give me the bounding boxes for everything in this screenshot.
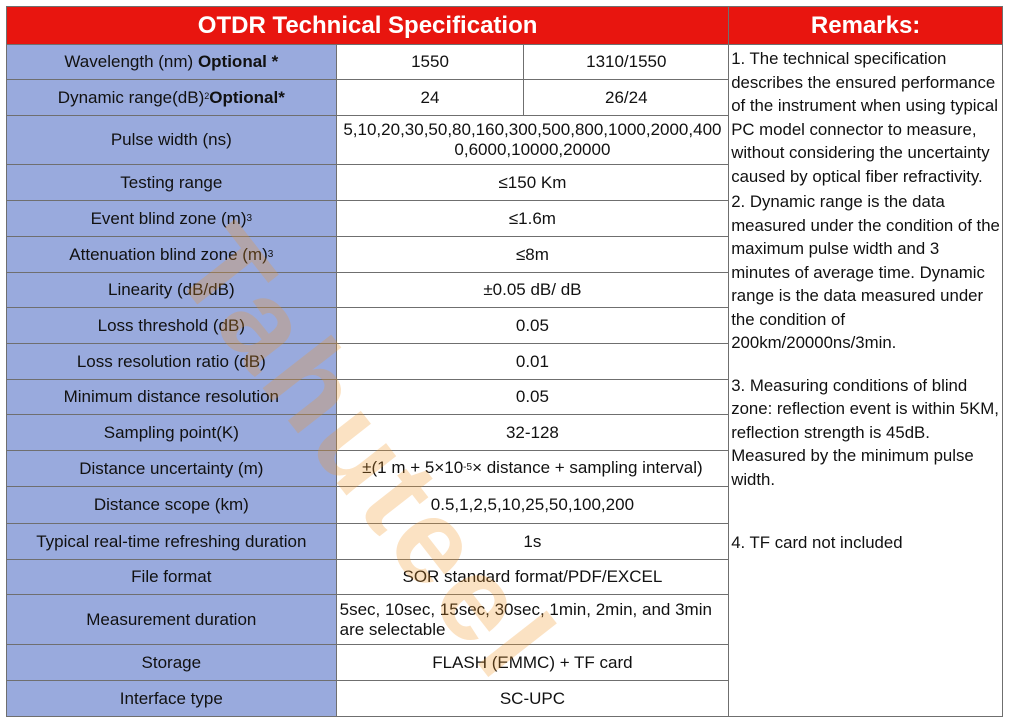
row-label: File format (6, 559, 337, 595)
table-row: Storage FLASH (EMMC) + TF card (6, 644, 1003, 681)
table-row: Measurement duration 5sec, 10sec, 15sec,… (6, 594, 1003, 645)
row-label: Wavelength (nm) Optional * (6, 44, 337, 80)
spec-sheet: OTDR Technical Specification Remarks: Wa… (5, 6, 1003, 719)
remark-item: 4. TF card not included (731, 533, 903, 552)
row-label: Interface type (6, 680, 337, 717)
row-value: 1550 (335, 44, 525, 80)
row-label: Minimum distance resolution (6, 379, 337, 415)
remark-item: 1. The technical specification describes… (731, 49, 998, 186)
row-value: 0.05 (335, 307, 730, 344)
table-row: Distance uncertainty (m) ±(1 m + 5×10-5×… (6, 450, 1003, 487)
row-label: Event blind zone (m)3 (6, 200, 337, 237)
row-value: 0.5,1,2,5,10,25,50,100,200 (335, 486, 730, 524)
row-value: ≤8m (335, 236, 730, 273)
row-label: Measurement duration (6, 594, 337, 645)
table-row: Pulse width (ns) 5,10,20,30,50,80,160,30… (6, 115, 1003, 165)
row-value: 5sec, 10sec, 15sec, 30sec, 1min, 2min, a… (335, 594, 730, 645)
table-row: Wavelength (nm) Optional * 1550 1310/155… (6, 44, 1003, 717)
table-row: Loss resolution ratio (dB) 0.01 (6, 343, 1003, 380)
row-value: 1s (335, 523, 730, 560)
row-value: 0.01 (335, 343, 730, 380)
row-value: 26/24 (523, 79, 730, 116)
row-label: Attenuation blind zone (m)3 (6, 236, 337, 273)
row-value: 5,10,20,30,50,80,160,300,500,800,1000,20… (335, 115, 730, 165)
row-value: 0.05 (335, 379, 730, 415)
row-label: Typical real-time refreshing duration (6, 523, 337, 560)
row-label: Dynamic range(dB)2Optional* (6, 79, 337, 116)
remarks-cell: 1. The technical specification describes… (728, 44, 1003, 717)
row-label: Testing range (6, 164, 337, 201)
row-value: ≤150 Km (335, 164, 730, 201)
row-value: FLASH (EMMC) + TF card (335, 644, 730, 681)
row-value: 32-128 (335, 414, 730, 451)
table-row: Loss threshold (dB) 0.05 (6, 307, 1003, 344)
table-row: Dynamic range(dB)2Optional* 24 26/24 (6, 79, 1003, 116)
remark-item: 2. Dynamic range is the data measured un… (731, 192, 1000, 352)
table-title: OTDR Technical Specification (5, 6, 730, 45)
table-row: Sampling point(K) 32-128 (6, 414, 1003, 451)
row-label: Loss resolution ratio (dB) (6, 343, 337, 380)
row-value: ±(1 m + 5×10-5× distance + sampling inte… (335, 450, 730, 487)
table-row: Event blind zone (m)3 ≤1.6m (6, 200, 1003, 237)
row-label: Distance uncertainty (m) (6, 450, 337, 487)
row-label: Linearity (dB/dB) (6, 272, 337, 308)
remarks-title: Remarks: (728, 6, 1003, 45)
table-row: Attenuation blind zone (m)3 ≤8m (6, 236, 1003, 273)
table-row: Distance scope (km) 0.5,1,2,5,10,25,50,1… (6, 486, 1003, 524)
row-value: SC-UPC (335, 680, 730, 717)
row-value: ±0.05 dB/ dB (335, 272, 730, 308)
row-label: Sampling point(K) (6, 414, 337, 451)
table-row: Minimum distance resolution 0.05 (6, 379, 1003, 415)
row-label: Loss threshold (dB) (6, 307, 337, 344)
table-row: Interface type SC-UPC (6, 680, 1003, 717)
table-row: Linearity (dB/dB) ±0.05 dB/ dB (6, 272, 1003, 308)
table-row: Testing range ≤150 Km (6, 164, 1003, 201)
spec-table: OTDR Technical Specification Remarks: Wa… (5, 6, 1003, 717)
row-value: ≤1.6m (335, 200, 730, 237)
table-row: Typical real-time refreshing duration 1s (6, 523, 1003, 560)
row-label: Storage (6, 644, 337, 681)
row-value: SOR standard format/PDF/EXCEL (335, 559, 730, 595)
remark-item: 3. Measuring conditions of blind zone: r… (731, 375, 999, 489)
row-value: 24 (335, 79, 525, 116)
row-label: Pulse width (ns) (6, 115, 337, 165)
header-row: OTDR Technical Specification Remarks: (5, 6, 1003, 45)
row-value: 1310/1550 (523, 44, 730, 80)
row-label: Distance scope (km) (6, 486, 337, 524)
